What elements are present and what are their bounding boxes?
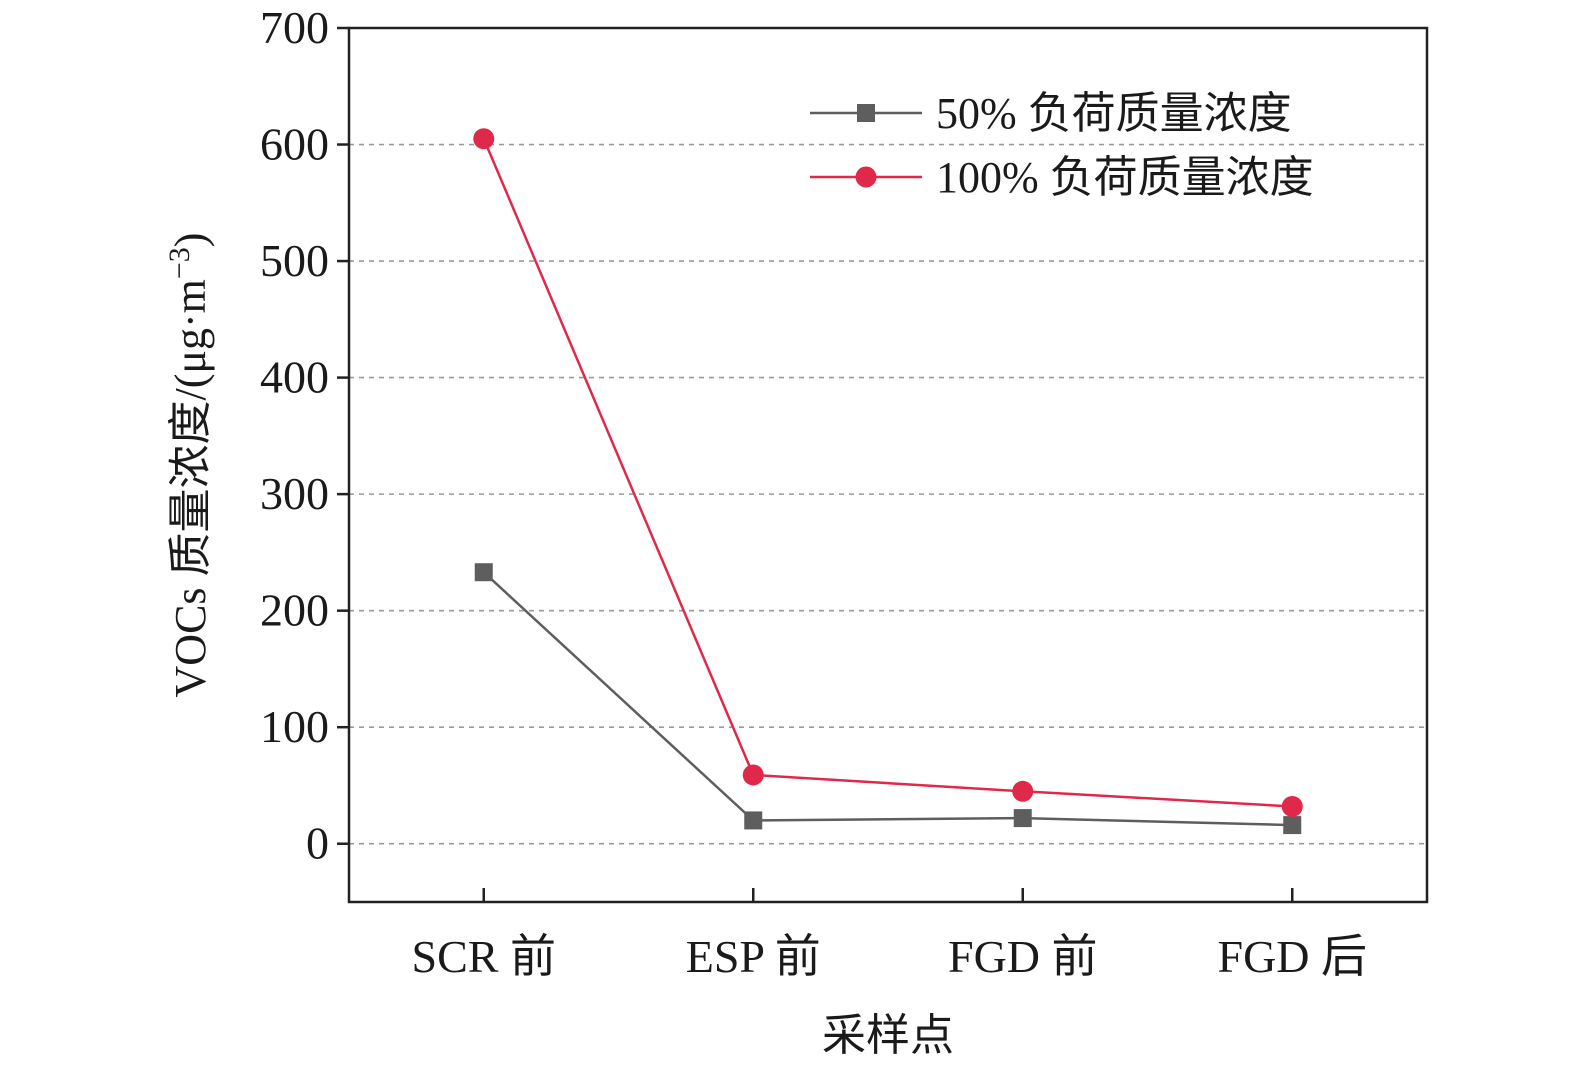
- x-axis: SCR 前 ESP 前 FGD 前 FGD 后: [412, 888, 1367, 982]
- data-point: [474, 563, 493, 582]
- y-axis-title: VOCs 质量浓度/(μg·m−3): [163, 233, 215, 698]
- data-point: [744, 811, 763, 830]
- x-tick-label: FGD 前: [948, 931, 1098, 982]
- data-point: [1012, 780, 1034, 802]
- legend-marker: [855, 166, 877, 188]
- data-point: [473, 128, 495, 150]
- series-1: [474, 563, 1302, 835]
- y-axis-title-close: ): [166, 233, 215, 248]
- series-line: [482, 138, 1293, 808]
- data-point: [742, 764, 764, 786]
- y-tick-label: 500: [260, 235, 329, 286]
- data-point: [1013, 809, 1032, 828]
- y-tick-label: 400: [260, 352, 329, 403]
- x-tick-label: SCR 前: [412, 931, 556, 982]
- y-axis-title-sup: −3: [163, 247, 196, 279]
- y-tick-label: 600: [260, 119, 329, 170]
- series-2: [473, 128, 1303, 817]
- y-tick-label: 200: [260, 585, 329, 636]
- y-tick-label: 100: [260, 701, 329, 752]
- legend-label: 50% 负荷质量浓度: [936, 89, 1292, 138]
- legend-marker: [857, 104, 875, 122]
- grid-lines: [349, 143, 1427, 845]
- y-tick-label: 700: [260, 2, 329, 53]
- y-axis: 0 100 200 300 400 500 600 700: [260, 2, 349, 869]
- legend-item: 100% 负荷质量浓度: [810, 153, 1314, 202]
- x-tick-label: ESP 前: [686, 931, 821, 982]
- legend-item: 50% 负荷质量浓度: [810, 89, 1292, 138]
- x-tick-label: FGD 后: [1217, 931, 1367, 982]
- legend: 50% 负荷质量浓度 100% 负荷质量浓度: [810, 89, 1314, 202]
- y-tick-label: 300: [260, 468, 329, 519]
- series-line: [482, 571, 1293, 827]
- data-point: [1283, 816, 1302, 835]
- series-layer: [473, 128, 1303, 835]
- y-axis-title-main: VOCs 质量浓度/(μg·m: [166, 279, 215, 697]
- y-tick-label: 0: [306, 818, 329, 869]
- x-axis-title: 采样点: [822, 1011, 954, 1060]
- data-point: [1281, 795, 1303, 817]
- legend-label: 100% 负荷质量浓度: [936, 153, 1314, 202]
- plot-frame: [347, 26, 1429, 904]
